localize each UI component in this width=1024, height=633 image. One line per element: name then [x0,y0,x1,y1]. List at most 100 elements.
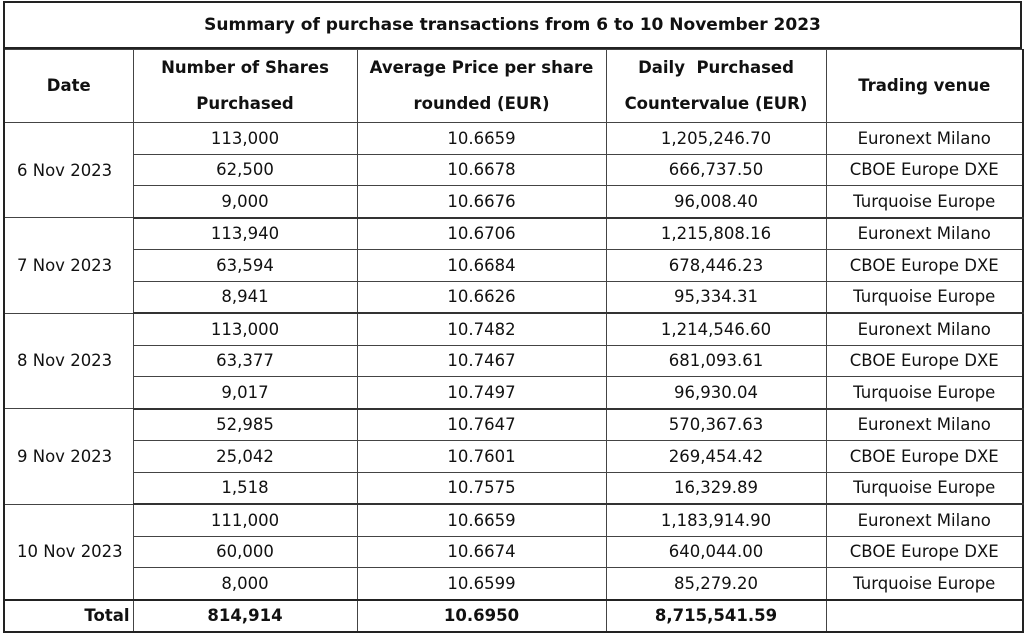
venue-cell: Euronext Milano [825,503,1024,537]
transactions-table: Date Number of Shares Purchased Average … [3,49,1024,633]
value-cell: 1,205,246.70 [605,122,827,155]
table-row: 63,594 10.6684 678,446.23 CBOE Europe DX… [4,249,1024,282]
value-cell: 640,044.00 [605,535,827,568]
shares-cell: 111,000 [132,503,358,537]
total-row: Total 814,914 10.6950 8,715,541.59 [3,598,1024,632]
price-cell: 10.6684 [356,249,607,282]
shares-cell: 60,000 [132,535,358,568]
value-cell: 1,183,914.90 [605,503,827,537]
venue-cell: CBOE Europe DXE [825,535,1024,568]
price-cell: 10.6678 [356,153,607,186]
table-row: 9,017 10.7497 96,930.04 Turquoise Europe [4,376,1024,410]
table-row: 9,000 10.6676 96,008.40 Turquoise Europe [4,185,1024,219]
price-cell: 10.7647 [356,408,607,441]
venue-cell: Euronext Milano [825,217,1024,250]
table-row: 8,941 10.6626 95,334.31 Turquoise Europe [4,280,1024,314]
shares-cell: 8,000 [132,567,358,600]
header-shares: Number of Shares Purchased [132,49,358,123]
price-cell: 10.6676 [356,185,607,219]
price-cell: 10.6674 [356,535,607,568]
header-venue: Trading venue [825,49,1024,123]
shares-cell: 113,000 [132,122,358,155]
value-cell: 95,334.31 [605,280,827,314]
date-cell: 6 Nov 2023 [3,122,134,218]
date-cell: 9 Nov 2023 [3,408,134,505]
shares-cell: 113,940 [132,217,358,250]
shares-cell: 62,500 [132,153,358,186]
header-price: Average Price per share rounded (EUR) [356,49,607,123]
price-cell: 10.6599 [356,567,607,600]
venue-cell: Turquoise Europe [825,185,1024,219]
price-cell: 10.6659 [356,122,607,155]
date-cell: 7 Nov 2023 [3,217,134,314]
value-cell: 1,214,546.60 [605,312,827,346]
summary-table-frame: Summary of purchase transactions from 6 … [3,1,1024,633]
table-row: 8 Nov 2023 113,000 10.7482 1,214,546.60 … [3,312,1024,409]
shares-cell: 9,000 [132,185,358,219]
table-row: 1,518 10.7575 16,329.89 Turquoise Europe [4,471,1024,505]
shares-cell: 113,000 [132,312,358,346]
total-venue [825,598,1024,632]
header-shares-line2: Purchased [196,94,294,113]
shares-cell: 25,042 [132,440,358,473]
venue-cell: Euronext Milano [825,408,1024,441]
value-cell: 681,093.61 [605,344,827,377]
header-date: Date [3,49,134,123]
total-value: 8,715,541.59 [605,598,827,632]
total-shares: 814,914 [132,598,358,632]
header-shares-line1: Number of Shares [161,58,329,77]
header-value: Daily Purchased Countervalue (EUR) [605,49,827,123]
price-cell: 10.7497 [356,376,607,410]
table-title: Summary of purchase transactions from 6 … [3,1,1022,49]
table-row: 25,042 10.7601 269,454.42 CBOE Europe DX… [4,440,1024,473]
shares-cell: 52,985 [132,408,358,441]
shares-cell: 63,594 [132,249,358,282]
value-cell: 96,930.04 [605,376,827,410]
value-cell: 570,367.63 [605,408,827,441]
total-price: 10.6950 [356,598,607,632]
value-cell: 96,008.40 [605,185,827,219]
header-price-line1: Average Price per share [369,58,594,77]
header-row: Date Number of Shares Purchased Average … [3,49,1024,123]
table-row: 10 Nov 2023 111,000 10.6659 1,183,914.90… [3,503,1024,600]
venue-cell: CBOE Europe DXE [825,153,1024,186]
table-row: 9 Nov 2023 52,985 10.7647 570,367.63 Eur… [3,408,1024,505]
venue-cell: Euronext Milano [825,312,1024,346]
value-cell: 666,737.50 [605,153,827,186]
price-cell: 10.7482 [356,312,607,346]
price-cell: 10.7467 [356,344,607,377]
table-row: 63,377 10.7467 681,093.61 CBOE Europe DX… [4,344,1024,377]
header-price-line2: rounded (EUR) [413,94,550,113]
venue-cell: CBOE Europe DXE [825,249,1024,282]
venue-cell: Turquoise Europe [825,567,1024,600]
table-row: 60,000 10.6674 640,044.00 CBOE Europe DX… [4,535,1024,568]
total-label: Total [3,598,134,632]
shares-cell: 63,377 [132,344,358,377]
venue-cell: Euronext Milano [825,122,1024,155]
header-value-line2: Countervalue (EUR) [624,94,808,113]
venue-cell: CBOE Europe DXE [825,440,1024,473]
table-row: 6 Nov 2023 113,000 10.6659 1,205,246.70 … [3,122,1024,218]
value-cell: 85,279.20 [605,567,827,600]
value-cell: 269,454.42 [605,440,827,473]
price-cell: 10.6626 [356,280,607,314]
shares-cell: 9,017 [132,376,358,410]
date-cell: 10 Nov 2023 [3,503,134,600]
price-cell: 10.6659 [356,503,607,537]
header-value-line1: Daily Purchased [638,58,794,77]
value-cell: 678,446.23 [605,249,827,282]
date-cell: 8 Nov 2023 [3,312,134,409]
venue-cell: CBOE Europe DXE [825,344,1024,377]
table-row: 8,000 10.6599 85,279.20 Turquoise Europe [4,567,1024,600]
table-row: 62,500 10.6678 666,737.50 CBOE Europe DX… [4,153,1024,186]
price-cell: 10.6706 [356,217,607,250]
value-cell: 16,329.89 [605,471,827,505]
table-row: 7 Nov 2023 113,940 10.6706 1,215,808.16 … [3,217,1024,314]
shares-cell: 1,518 [132,471,358,505]
price-cell: 10.7601 [356,440,607,473]
venue-cell: Turquoise Europe [825,471,1024,505]
shares-cell: 8,941 [132,280,358,314]
price-cell: 10.7575 [356,471,607,505]
value-cell: 1,215,808.16 [605,217,827,250]
venue-cell: Turquoise Europe [825,376,1024,410]
